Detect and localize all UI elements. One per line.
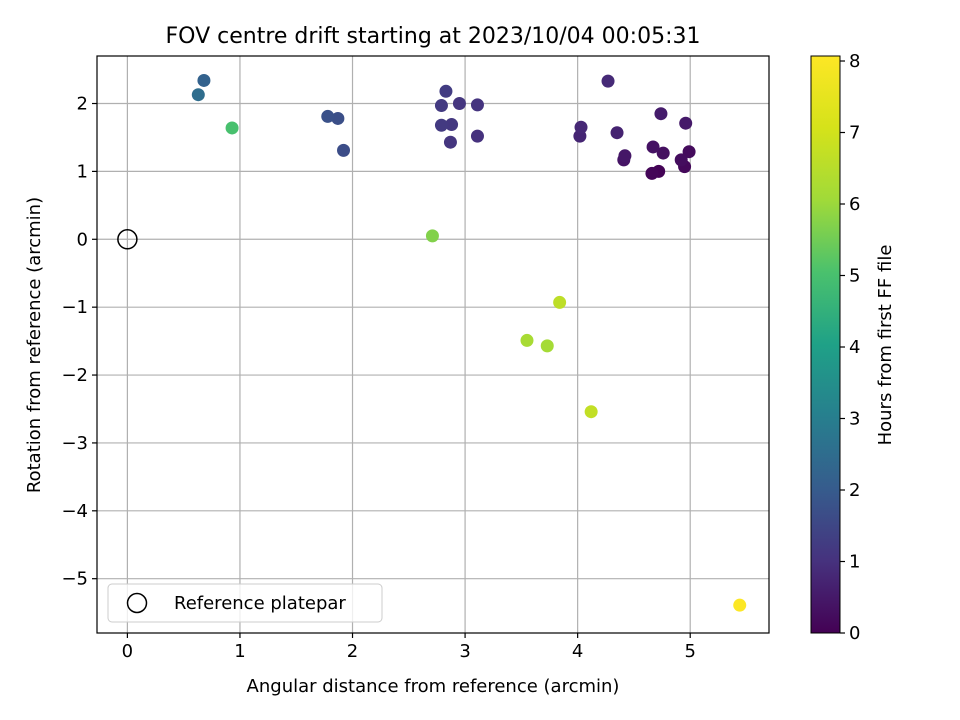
data-point xyxy=(646,140,660,154)
data-point xyxy=(434,99,448,113)
plot-frame xyxy=(96,55,770,634)
legend-box xyxy=(107,583,383,623)
data-point xyxy=(331,111,345,125)
data-point xyxy=(645,166,659,180)
legend-marker xyxy=(126,592,148,614)
data-point xyxy=(618,149,632,163)
y-tick-label: −2 xyxy=(61,365,88,386)
reference-marker xyxy=(117,229,138,250)
data-point xyxy=(225,121,239,135)
data-point xyxy=(520,333,534,347)
data-point xyxy=(553,295,567,309)
colorbar: 0 1 2 3 4 5 6 7 8 Hours from first FF file xyxy=(810,51,896,644)
y-tick-label: −5 xyxy=(61,569,88,590)
data-point xyxy=(601,74,615,88)
data-point xyxy=(191,88,205,102)
y-axis-ticks: −5 −4 −3 −2 −1 0 1 2 xyxy=(61,94,97,590)
x-tick-label: 1 xyxy=(234,641,245,662)
y-tick-label: 1 xyxy=(77,161,88,182)
y-tick-label: −4 xyxy=(61,501,88,522)
colorbar-ticks: 0 1 2 3 4 5 6 7 8 xyxy=(840,51,860,644)
colorbar-tick-label: 1 xyxy=(849,552,860,573)
x-tick-label: 2 xyxy=(347,641,358,662)
data-point xyxy=(574,120,588,134)
data-point xyxy=(679,116,693,130)
data-point xyxy=(197,73,211,87)
colorbar-tick-label: 3 xyxy=(849,409,860,430)
x-tick-label: 3 xyxy=(459,641,470,662)
data-point xyxy=(470,129,484,143)
data-point xyxy=(610,126,624,140)
x-tick-label: 4 xyxy=(572,641,583,662)
legend-label: Reference platepar xyxy=(174,593,346,614)
data-point xyxy=(674,153,688,167)
grid-lines xyxy=(97,56,769,633)
data-point xyxy=(656,146,670,160)
colorbar-tick-label: 5 xyxy=(849,266,860,287)
data-point xyxy=(445,118,459,132)
x-axis-label: Angular distance from reference (arcmin) xyxy=(247,676,620,697)
colorbar-tick-label: 0 xyxy=(849,623,860,644)
x-axis-ticks: 0 1 2 3 4 5 xyxy=(122,633,696,662)
data-point xyxy=(452,97,466,111)
chart-title: FOV centre drift starting at 2023/10/04 … xyxy=(166,24,701,49)
y-axis-label: Rotation from reference (arcmin) xyxy=(24,197,45,493)
data-point xyxy=(321,109,335,123)
data-point xyxy=(425,229,439,243)
data-point xyxy=(654,107,668,121)
colorbar-tick-label: 6 xyxy=(849,194,860,215)
data-point xyxy=(434,118,448,132)
data-point xyxy=(584,405,598,419)
colorbar-tick-label: 4 xyxy=(849,337,860,358)
colorbar-gradient xyxy=(810,55,841,634)
data-point xyxy=(682,145,696,159)
colorbar-tick-label: 8 xyxy=(849,51,860,72)
scatter-points xyxy=(191,73,747,612)
legend: Reference platepar xyxy=(107,583,383,623)
data-point xyxy=(337,143,351,157)
colorbar-tick-label: 2 xyxy=(849,480,860,501)
y-tick-label: −1 xyxy=(61,297,88,318)
y-tick-label: −3 xyxy=(61,433,88,454)
data-point xyxy=(470,98,484,112)
x-tick-label: 0 xyxy=(122,641,133,662)
data-point xyxy=(443,135,457,149)
y-tick-label: 0 xyxy=(77,229,88,250)
colorbar-tick-label: 7 xyxy=(849,123,860,144)
colorbar-label: Hours from first FF file xyxy=(875,245,896,446)
x-tick-label: 5 xyxy=(684,641,695,662)
y-tick-label: 2 xyxy=(77,94,88,115)
data-point xyxy=(439,84,453,98)
data-point xyxy=(733,598,747,612)
data-point xyxy=(540,339,554,353)
